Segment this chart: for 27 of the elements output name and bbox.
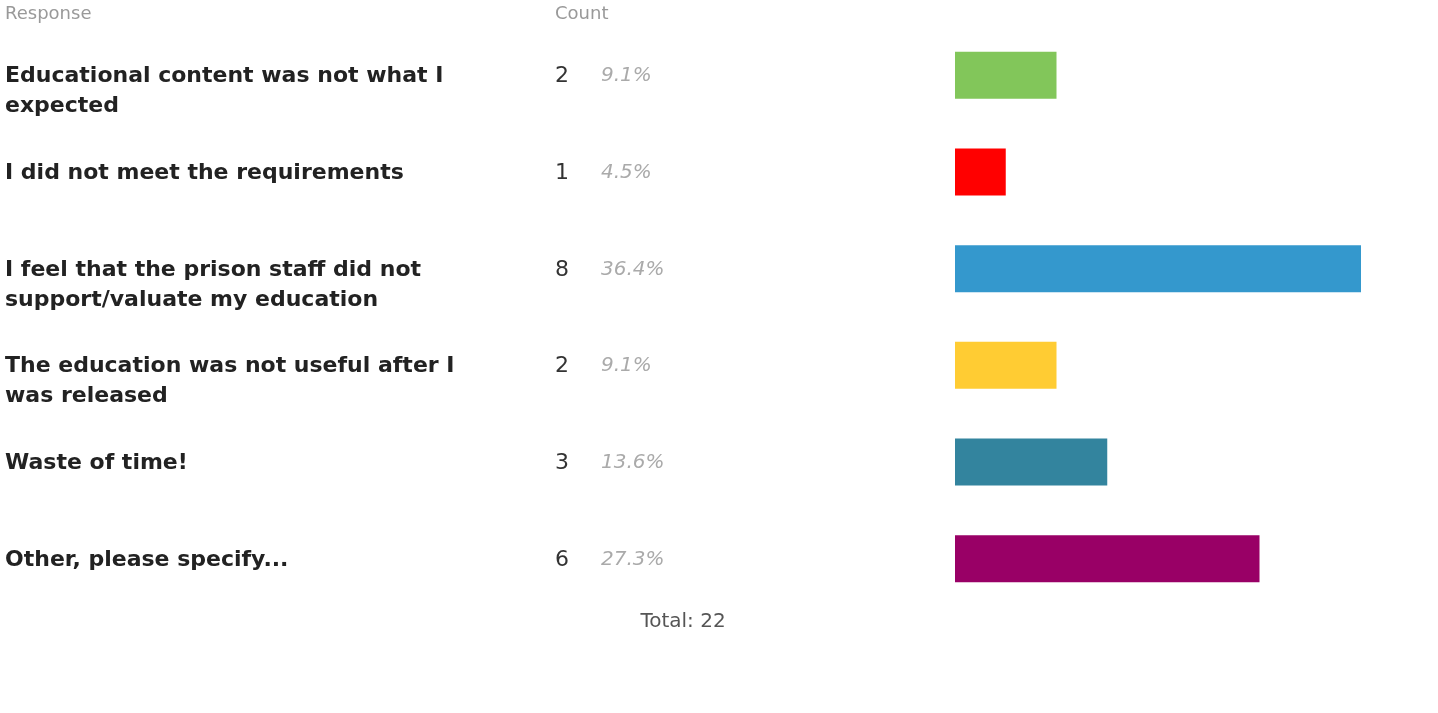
- data-label: 3: [555, 449, 569, 474]
- data-label: 6: [555, 545, 569, 571]
- data-label: 8: [555, 255, 569, 281]
- y-tick-label: Other, please specify...: [5, 545, 289, 571]
- text: 27.3%: [601, 545, 665, 570]
- bar: [955, 245, 1361, 293]
- y-tick-label: Waste of time!: [5, 449, 188, 474]
- bar: [955, 438, 1108, 486]
- text: 13.6%: [601, 449, 665, 473]
- text: 9.1%: [601, 352, 652, 377]
- data-label: 1: [555, 159, 569, 184]
- text: 4.5%: [601, 159, 652, 183]
- bar: [955, 51, 1057, 99]
- bar: [955, 148, 1006, 196]
- y-tick-label: I did not meet the requirements: [5, 159, 404, 184]
- bar: [955, 341, 1057, 389]
- y-tick-label: I feel that the prison staff did not support/valuate my education: [5, 255, 422, 311]
- data-label: 2: [555, 62, 569, 88]
- bar: [955, 535, 1260, 583]
- text: 36.4%: [601, 255, 665, 280]
- x-axis-title: Count: [555, 2, 609, 23]
- text: 9.1%: [601, 62, 652, 87]
- y-axis-title: Response: [5, 2, 92, 23]
- y-tick-label: The education was not useful after I was released: [5, 352, 455, 408]
- text: Total: 22: [639, 608, 726, 632]
- y-tick-label: Educational content was not what I expected: [5, 62, 444, 118]
- data-label: 2: [555, 352, 569, 378]
